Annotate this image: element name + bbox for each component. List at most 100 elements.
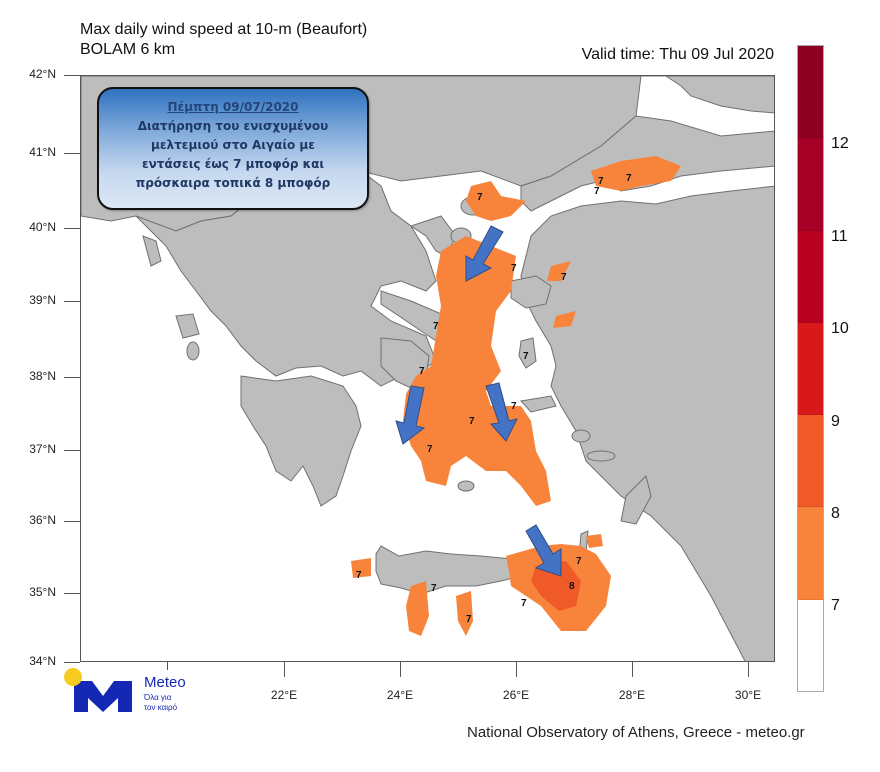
- north-aegean-wind: [466, 181, 526, 221]
- lon-tick: [748, 662, 749, 677]
- colorbar-label: 7: [831, 597, 840, 614]
- logo-tagline-1: Όλα για: [144, 693, 172, 702]
- peloponnese: [240, 375, 362, 507]
- logo-tagline-2: τον καιρό: [144, 703, 178, 712]
- dodecanese-island: [586, 450, 616, 462]
- note-line: εντάσεις έως 7 μποφόρ και: [141, 157, 325, 171]
- colorbar-segment: [798, 507, 823, 600]
- marmara-wind: [591, 156, 681, 191]
- footer-credit: National Observatory of Athens, Greece -…: [467, 724, 805, 741]
- contour-label: 7: [419, 366, 425, 377]
- arrow-karpathos: [525, 524, 562, 577]
- lat-label: 36°N: [29, 513, 56, 527]
- lat-tick: [64, 153, 80, 154]
- colorbar-label: 12: [831, 135, 849, 152]
- contour-label: 7: [356, 570, 362, 581]
- contour-label: 7: [511, 401, 517, 412]
- contour-label: 7: [576, 556, 582, 567]
- lat-tick: [64, 75, 80, 76]
- kasos-wind: [586, 534, 603, 548]
- colorbar-label: 11: [831, 228, 848, 245]
- contour-label: 7: [431, 583, 437, 594]
- lat-label: 37°N: [29, 442, 56, 456]
- lat-tick: [64, 662, 80, 663]
- forecast-note: Πέμπτη 09/07/2020 Διατήρηση του ενισχυμέ…: [97, 87, 369, 210]
- lat-label: 41°N: [29, 145, 56, 159]
- lat-tick: [64, 228, 80, 229]
- note-date: Πέμπτη 09/07/2020: [167, 100, 299, 114]
- colorbar-segment: [798, 415, 823, 508]
- lon-tick: [284, 662, 285, 677]
- lesvos-wind: [547, 261, 571, 281]
- title-line-2: BOLAM 6 km: [80, 41, 176, 58]
- crete-south-wind-2: [456, 591, 473, 636]
- contour-label: 7: [594, 186, 600, 197]
- title-line-1: Max daily wind speed at 10-m (Beaufort): [80, 21, 368, 38]
- lat-tick: [64, 377, 80, 378]
- contour-label: 7: [598, 176, 604, 187]
- chios-wind: [553, 311, 576, 328]
- chios-island: [518, 337, 537, 369]
- lon-tick: [400, 662, 401, 677]
- contour-label: 7: [466, 614, 472, 625]
- lesvos-island: [510, 275, 552, 309]
- aegean-wind-zone: [403, 236, 551, 506]
- lon-label: 26°E: [502, 688, 530, 702]
- lat-tick: [64, 521, 80, 522]
- crete-west-wind: [351, 558, 371, 578]
- lon-label: 30°E: [734, 688, 762, 702]
- lon-label: 28°E: [618, 688, 646, 702]
- anatolia-land: [641, 76, 774, 114]
- arrow-north-aegean: [465, 225, 504, 282]
- samos-island: [520, 395, 557, 413]
- crete-south-wind-1: [406, 581, 429, 636]
- colorbar-segment: [798, 599, 823, 691]
- lat-tick: [64, 593, 80, 594]
- colorbar-label: 8: [831, 505, 840, 522]
- valid-time: Valid time: Thu 09 Jul 2020: [581, 46, 774, 63]
- contour-label: 7: [523, 351, 529, 362]
- colorbar: [797, 45, 824, 692]
- lon-tick: [632, 662, 633, 677]
- lat-label: 34°N: [29, 654, 56, 668]
- wind-8-region: [531, 561, 581, 611]
- karpathos-8-zone: [531, 561, 581, 611]
- lat-tick: [64, 301, 80, 302]
- lat-tick: [64, 450, 80, 451]
- arrow-east-cyclades: [485, 382, 518, 442]
- lon-tick: [167, 662, 168, 670]
- dodecanese-island: [571, 429, 591, 443]
- colorbar-segment: [798, 230, 823, 323]
- lon-tick: [516, 662, 517, 677]
- contour-label: 7: [427, 444, 433, 455]
- lat-label: 40°N: [29, 220, 56, 234]
- colorbar-segment: [798, 322, 823, 416]
- cyclades-island: [457, 480, 475, 492]
- lon-label: 22°E: [270, 688, 298, 702]
- meteo-logo-icon: [64, 668, 132, 712]
- lat-label: 42°N: [29, 67, 56, 81]
- zakynthos-island: [186, 341, 200, 361]
- colorbar-label: 9: [831, 413, 840, 430]
- contour-label: 7: [626, 173, 632, 184]
- contour-label: 7: [469, 416, 475, 427]
- contour-label: 7: [477, 192, 483, 203]
- arrow-west-cyclades: [395, 385, 426, 445]
- contour-label: 7: [433, 321, 439, 332]
- contour-label: 7: [561, 272, 567, 283]
- lat-label: 35°N: [29, 585, 56, 599]
- contour-label-8: 8: [569, 581, 575, 592]
- note-line: πρόσκαιρα τοπικά 8 μποφόρ: [135, 176, 331, 190]
- lat-label: 39°N: [29, 293, 56, 307]
- colorbar-label: 10: [831, 320, 849, 337]
- logo-brand: Meteo: [144, 674, 186, 691]
- wind-7-regions: [351, 156, 681, 636]
- rhodes-island: [620, 475, 652, 525]
- note-line: μελτεμιού στο Αιγαίο με: [151, 138, 315, 152]
- lat-label: 38°N: [29, 369, 56, 383]
- kefalonia-island: [175, 313, 200, 339]
- colorbar-segment: [798, 138, 823, 231]
- meteo-logo[interactable]: Meteo Όλα για τον καιρό: [62, 666, 212, 716]
- contour-label: 7: [511, 263, 517, 274]
- corfu-island: [142, 235, 162, 267]
